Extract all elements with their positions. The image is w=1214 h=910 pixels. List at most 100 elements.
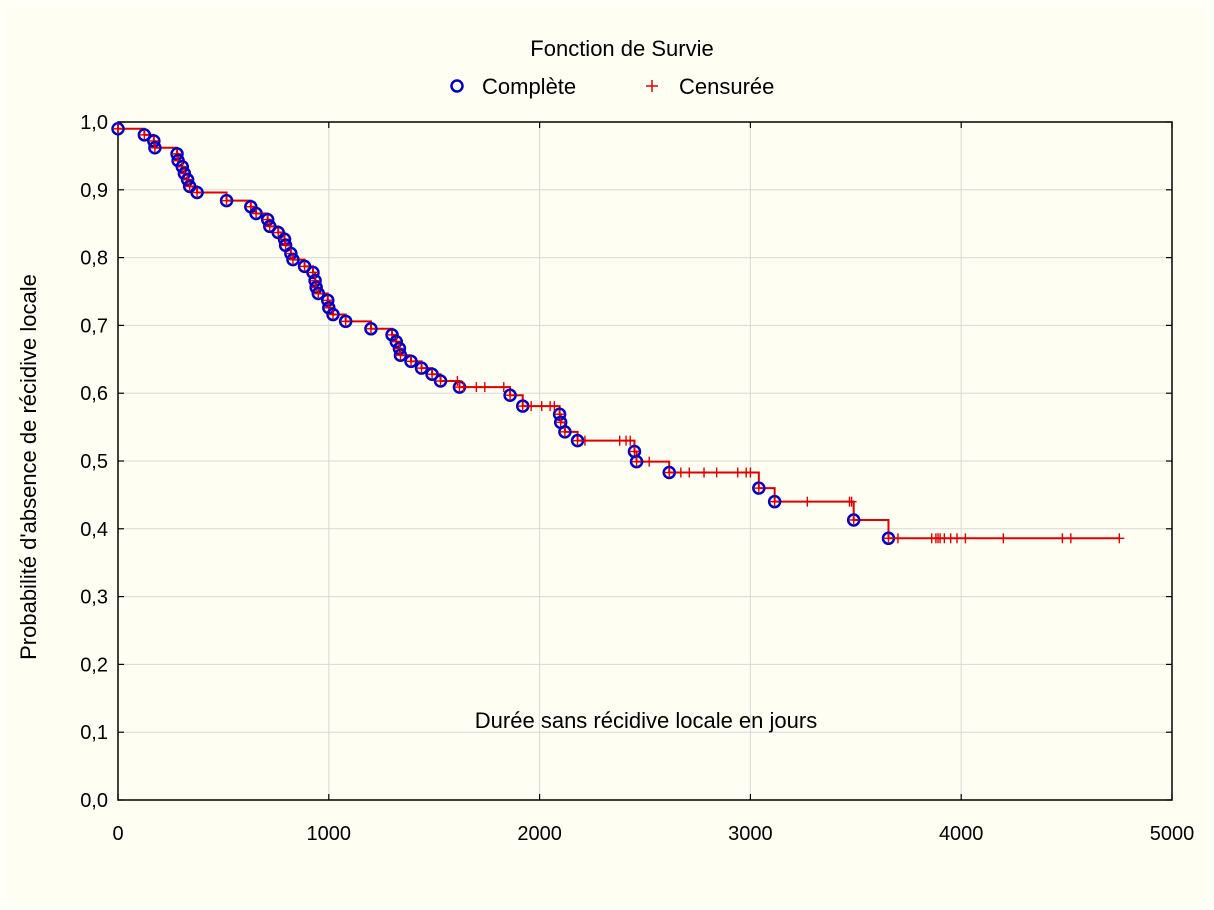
survival-chart: 0 1000 2000 3000 4000 5000 0,0 0,1 0,2 0,3 0,4 0,5 0… bbox=[16, 36, 1194, 845]
censored-point bbox=[452, 375, 463, 386]
event-point-cross bbox=[631, 456, 642, 467]
event-point bbox=[249, 206, 263, 221]
event-point bbox=[392, 341, 407, 356]
event-point bbox=[767, 494, 782, 509]
censored-point bbox=[699, 467, 710, 478]
event-point-cross bbox=[221, 195, 232, 206]
event-point bbox=[175, 159, 190, 174]
chart-title: Fonction de Survie bbox=[530, 36, 713, 61]
censored-point bbox=[1114, 533, 1125, 544]
event-point-cross bbox=[559, 426, 570, 437]
censored-point bbox=[675, 467, 686, 478]
event-point-cross bbox=[517, 401, 528, 412]
event-point-cross bbox=[769, 496, 780, 507]
event-point bbox=[338, 314, 353, 329]
censored-point bbox=[745, 467, 756, 478]
event-point-cross bbox=[251, 208, 262, 219]
y-tick-label: 0,5 bbox=[80, 451, 108, 473]
event-point bbox=[552, 407, 567, 421]
event-point-cross bbox=[182, 174, 193, 185]
survival-step-line bbox=[117, 122, 1120, 540]
legend-censored-label: Censurée bbox=[679, 74, 774, 99]
event-point bbox=[414, 361, 429, 375]
y-tick-label: 0,1 bbox=[80, 722, 108, 744]
y-tick-label: 0,6 bbox=[80, 383, 108, 405]
x-tick-label: 2000 bbox=[517, 823, 562, 845]
y-tick-label: 0,2 bbox=[80, 654, 108, 676]
event-point-cross bbox=[184, 181, 195, 192]
x-tick-label: 5000 bbox=[1150, 823, 1195, 845]
censored-point bbox=[479, 382, 490, 393]
event-point bbox=[180, 172, 195, 187]
censored-point bbox=[1065, 533, 1076, 544]
event-point bbox=[320, 293, 335, 308]
y-tick-label: 0,4 bbox=[80, 519, 108, 541]
event-point-cross bbox=[113, 123, 123, 134]
event-point bbox=[503, 388, 517, 402]
event-point bbox=[846, 513, 861, 527]
y-tick-label: 1,0 bbox=[80, 112, 108, 134]
event-point bbox=[308, 273, 322, 288]
event-point-cross bbox=[264, 221, 275, 232]
censored-point bbox=[951, 533, 962, 544]
legend: Complète Censurée bbox=[450, 74, 774, 99]
event-point bbox=[404, 354, 418, 369]
x-tick-label: 3000 bbox=[728, 823, 773, 845]
event-point bbox=[311, 286, 326, 301]
event-point bbox=[389, 334, 404, 349]
event-point bbox=[297, 259, 312, 274]
legend-complete-label: Complète bbox=[482, 74, 576, 99]
censored-point bbox=[458, 382, 469, 393]
censored-point bbox=[998, 533, 1009, 544]
event-point-cross bbox=[555, 417, 566, 428]
event-point-cross bbox=[177, 161, 188, 172]
event-point-cross bbox=[192, 187, 203, 198]
event-point-cross bbox=[273, 227, 284, 238]
event-point-cross bbox=[262, 214, 273, 225]
event-point-cross bbox=[149, 142, 160, 153]
y-tick-label: 0,9 bbox=[80, 180, 108, 202]
event-point bbox=[629, 454, 644, 469]
markers bbox=[111, 122, 1125, 546]
event-point bbox=[306, 265, 320, 280]
event-point-cross bbox=[310, 275, 321, 286]
censored-point bbox=[684, 467, 695, 478]
event-point-cross bbox=[753, 483, 764, 494]
censored-point bbox=[846, 496, 857, 507]
censored-point bbox=[625, 435, 636, 446]
event-point-cross bbox=[328, 309, 339, 320]
event-point-cross bbox=[322, 295, 333, 306]
event-point bbox=[558, 425, 572, 439]
event-point-cross bbox=[394, 343, 405, 354]
x-tick-label: 1000 bbox=[307, 823, 352, 845]
censored-point bbox=[498, 382, 509, 393]
event-point-cross bbox=[172, 148, 183, 159]
event-point-cross bbox=[340, 316, 351, 327]
event-point bbox=[190, 185, 204, 200]
event-point-cross bbox=[313, 288, 324, 299]
event-point bbox=[263, 219, 277, 234]
event-point-cross bbox=[395, 350, 406, 361]
event-point bbox=[662, 465, 676, 480]
event-point bbox=[148, 141, 162, 155]
event-point bbox=[260, 212, 275, 227]
censored-point bbox=[711, 467, 722, 478]
y-tick-label: 0,7 bbox=[80, 315, 108, 337]
survival-curve bbox=[117, 122, 1120, 540]
x-tick-label: 0 bbox=[112, 823, 123, 845]
censored-point bbox=[892, 533, 903, 544]
event-point bbox=[326, 307, 340, 322]
event-point-cross bbox=[427, 369, 438, 380]
event-point-cross bbox=[664, 467, 675, 478]
y-tick-label: 0,8 bbox=[80, 248, 108, 270]
event-point-cross bbox=[139, 129, 150, 140]
event-point bbox=[364, 322, 378, 336]
y-tick-label: 0,3 bbox=[80, 587, 108, 609]
censored-point bbox=[1057, 533, 1068, 544]
axes: 0 1000 2000 3000 4000 5000 0,0 0,1 0,2 0,3 0,4 0,5 0… bbox=[80, 112, 1194, 845]
censored-point bbox=[732, 467, 743, 478]
event-point bbox=[137, 128, 152, 142]
event-point-cross bbox=[848, 514, 859, 525]
event-point-cross bbox=[883, 533, 894, 544]
event-point-cross bbox=[406, 356, 417, 367]
